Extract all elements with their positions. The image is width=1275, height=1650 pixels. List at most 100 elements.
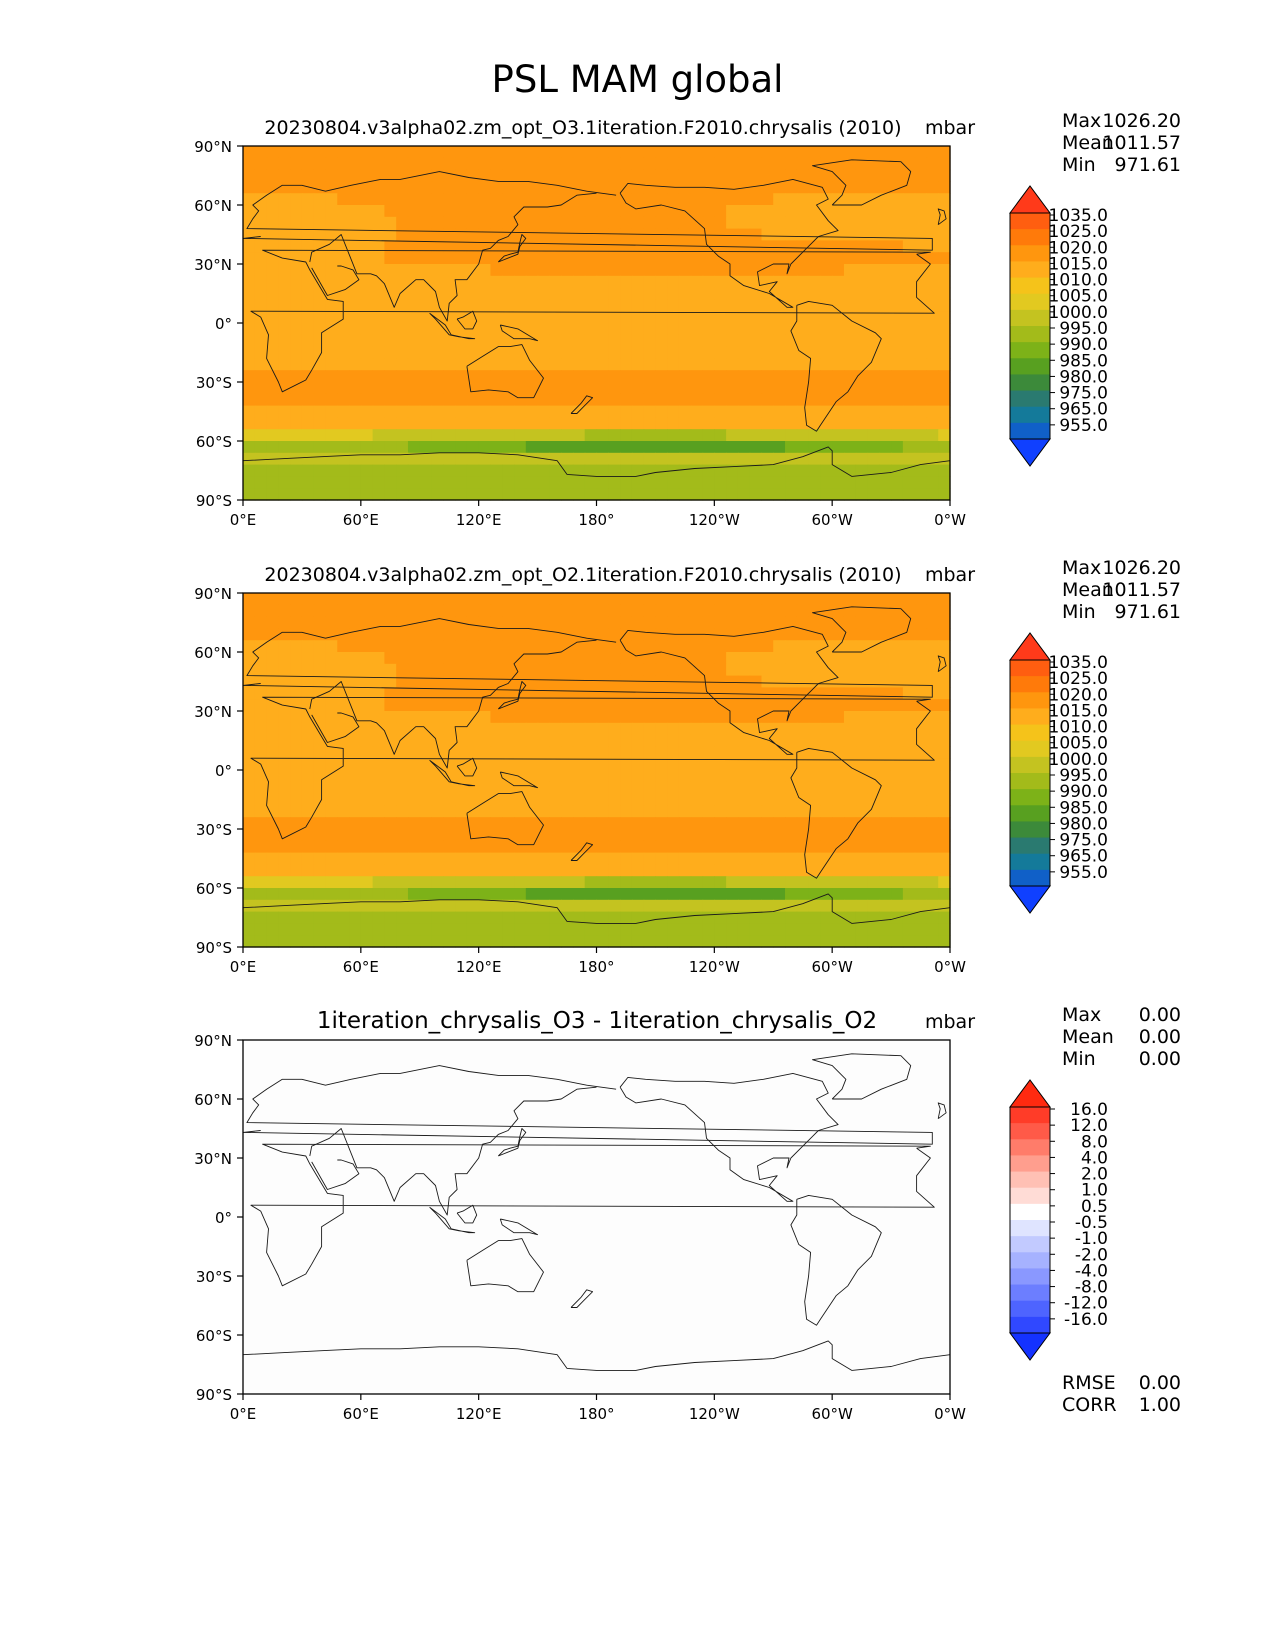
field-cell [832, 146, 845, 159]
field-cell [808, 593, 821, 606]
field-cell [785, 640, 798, 653]
field-cell [867, 264, 880, 277]
field-cell [325, 722, 338, 736]
field-cell [396, 382, 409, 395]
field-cell [337, 346, 350, 359]
field-cell [301, 663, 315, 677]
field-cell [278, 311, 291, 324]
field-cell [820, 593, 833, 606]
field-cell [337, 370, 350, 383]
field-cell [843, 193, 857, 206]
stat-mean-label: Mean [1062, 132, 1114, 154]
field-cell [325, 864, 338, 877]
field-cell [561, 652, 574, 665]
field-cell [372, 429, 385, 442]
field-cell [596, 346, 609, 359]
coastline [242, 618, 933, 698]
field-cell [431, 652, 444, 665]
field-cell [290, 805, 303, 818]
coastline [242, 446, 951, 477]
colorbar-segment [1010, 293, 1050, 311]
colorbar-segment [1010, 1107, 1050, 1124]
field-cell [643, 358, 657, 371]
field-cell [514, 157, 527, 171]
field-cell [301, 358, 315, 371]
field-cell [879, 864, 892, 877]
field-cell [290, 370, 303, 383]
field-cell [820, 405, 833, 418]
field-cell [325, 923, 338, 936]
field-cell [396, 793, 409, 806]
coastlines [242, 159, 951, 477]
field-cell [372, 358, 385, 371]
field-cell [384, 464, 397, 477]
field-cell [714, 488, 727, 501]
field-cell [902, 334, 916, 348]
field-cell [690, 876, 704, 889]
field-cell [349, 441, 362, 454]
field-cell [667, 640, 680, 653]
field-cell [325, 228, 338, 241]
field-cell [549, 393, 562, 407]
field-cell [455, 205, 468, 218]
field-cell [596, 699, 609, 712]
field-cell [678, 311, 692, 324]
field-cell [325, 382, 338, 395]
field-cell [549, 852, 562, 865]
field-cell [620, 616, 633, 629]
field-cell [702, 476, 715, 489]
field-cell [372, 370, 385, 383]
field-cell [360, 193, 374, 206]
field-cell [455, 252, 468, 265]
field-cell [243, 888, 256, 901]
field-cell [820, 193, 833, 206]
field-cell [678, 334, 692, 348]
field-cell [737, 382, 751, 395]
field-cell [584, 923, 598, 936]
field-cell [761, 604, 774, 618]
coastline [570, 395, 594, 414]
field-cell [584, 216, 598, 230]
field-cell [537, 840, 550, 854]
field-cell [407, 464, 421, 477]
field-cell [561, 334, 574, 348]
field-cell [572, 464, 586, 477]
field-cell [549, 640, 562, 653]
field-cell [926, 311, 939, 324]
field-cell [549, 911, 562, 924]
field-cell [620, 299, 633, 312]
field-cell [561, 711, 574, 724]
field-cell [631, 616, 645, 629]
field-cell [561, 840, 574, 854]
field-cell [337, 228, 350, 241]
field-cell [266, 652, 279, 665]
field-cell [490, 323, 503, 336]
field-cell [902, 687, 916, 700]
field-cell [843, 299, 857, 312]
field-cell [655, 157, 668, 171]
field-cell [431, 616, 444, 629]
field-cell [514, 323, 527, 336]
field-cell [514, 252, 527, 265]
field-cell [832, 923, 845, 936]
field-cell [290, 216, 303, 230]
field-cell [301, 616, 315, 629]
field-cell [325, 169, 338, 182]
field-cell [431, 758, 444, 771]
field-cell [478, 770, 492, 783]
field-cell [596, 299, 609, 312]
field-cell [549, 722, 562, 736]
field-cell [254, 699, 268, 712]
field-cell [891, 157, 904, 171]
field-cell [737, 864, 751, 877]
field-cell [879, 604, 892, 618]
field-cell [914, 593, 928, 606]
field-cell [785, 370, 798, 383]
field-cell [407, 323, 421, 336]
field-cell [490, 181, 503, 194]
field-cell [608, 441, 621, 454]
field-cell [572, 687, 586, 700]
field-cell [584, 205, 598, 218]
field-cell [690, 441, 704, 454]
field-cell [478, 935, 492, 948]
